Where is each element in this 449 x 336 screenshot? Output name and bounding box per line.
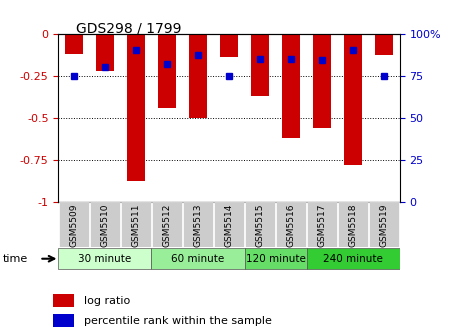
Text: 240 minute: 240 minute bbox=[323, 254, 383, 264]
Text: log ratio: log ratio bbox=[84, 296, 130, 306]
Text: percentile rank within the sample: percentile rank within the sample bbox=[84, 316, 272, 326]
Text: GSM5510: GSM5510 bbox=[101, 204, 110, 247]
Text: GSM5519: GSM5519 bbox=[379, 204, 388, 247]
FancyBboxPatch shape bbox=[245, 202, 275, 247]
Bar bbox=[375, 34, 393, 55]
FancyBboxPatch shape bbox=[90, 202, 120, 247]
FancyBboxPatch shape bbox=[121, 202, 151, 247]
Bar bbox=[158, 34, 176, 108]
FancyBboxPatch shape bbox=[369, 202, 399, 247]
Text: 30 minute: 30 minute bbox=[78, 254, 132, 264]
Text: GSM5518: GSM5518 bbox=[348, 204, 357, 247]
FancyBboxPatch shape bbox=[214, 202, 244, 247]
Text: GSM5515: GSM5515 bbox=[255, 204, 264, 247]
Bar bbox=[313, 34, 331, 128]
Bar bbox=[127, 34, 145, 181]
Bar bbox=[53, 294, 74, 307]
Text: GSM5513: GSM5513 bbox=[194, 204, 202, 247]
Bar bbox=[220, 34, 238, 57]
FancyBboxPatch shape bbox=[59, 202, 89, 247]
FancyBboxPatch shape bbox=[276, 202, 306, 247]
FancyBboxPatch shape bbox=[151, 248, 245, 269]
Text: 60 minute: 60 minute bbox=[172, 254, 224, 264]
Text: GSM5516: GSM5516 bbox=[286, 204, 295, 247]
Text: GSM5509: GSM5509 bbox=[70, 204, 79, 247]
Bar bbox=[96, 34, 114, 71]
Bar bbox=[189, 34, 207, 118]
Text: GSM5511: GSM5511 bbox=[132, 204, 141, 247]
Bar bbox=[53, 314, 74, 327]
FancyBboxPatch shape bbox=[307, 248, 400, 269]
Text: GDS298 / 1799: GDS298 / 1799 bbox=[76, 22, 182, 36]
Text: 120 minute: 120 minute bbox=[246, 254, 305, 264]
Bar bbox=[282, 34, 300, 138]
FancyBboxPatch shape bbox=[152, 202, 182, 247]
FancyBboxPatch shape bbox=[183, 202, 213, 247]
Bar bbox=[344, 34, 362, 165]
Text: GSM5517: GSM5517 bbox=[317, 204, 326, 247]
Text: GSM5512: GSM5512 bbox=[163, 204, 172, 247]
FancyBboxPatch shape bbox=[58, 248, 151, 269]
FancyBboxPatch shape bbox=[338, 202, 368, 247]
FancyBboxPatch shape bbox=[307, 202, 337, 247]
Bar bbox=[65, 34, 83, 54]
Text: time: time bbox=[2, 254, 27, 264]
Bar bbox=[251, 34, 269, 96]
FancyBboxPatch shape bbox=[245, 248, 307, 269]
Text: GSM5514: GSM5514 bbox=[224, 204, 233, 247]
